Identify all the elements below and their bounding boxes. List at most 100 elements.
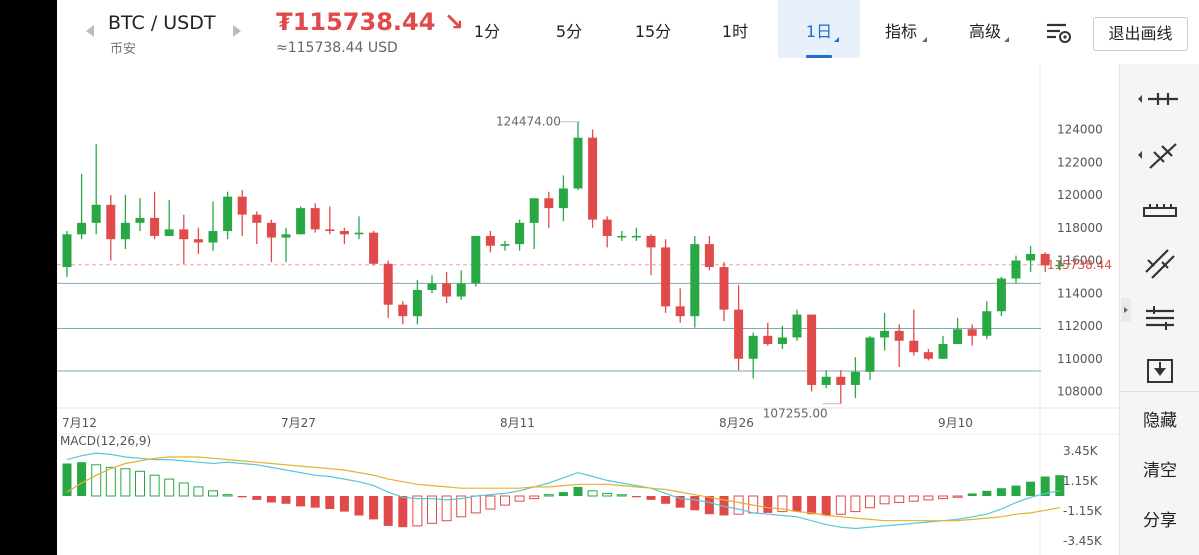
macd-histogram-bar: [865, 495, 875, 509]
candle-body: [266, 222, 276, 238]
next-pair-icon[interactable]: [233, 25, 241, 37]
candle-body: [310, 208, 320, 230]
macd-histogram-bar: [252, 496, 262, 500]
macd-histogram-bar: [661, 496, 671, 504]
candle-body: [427, 283, 437, 290]
price-axis-label: 114000: [1057, 286, 1103, 300]
macd-histogram-bar: [105, 466, 116, 497]
macd-histogram-bar: [178, 482, 189, 497]
drawing-toolbar: 隐藏 清空 分享: [1119, 64, 1199, 555]
candle-body: [748, 335, 758, 359]
candle-body: [515, 222, 525, 245]
prev-pair-icon[interactable]: [86, 25, 94, 37]
hide-drawings-button[interactable]: 隐藏: [1143, 411, 1177, 431]
macd-histogram-bar: [296, 496, 306, 507]
candlestick-chart[interactable]: 124000 122000 120000 118000 116000 114000 1120…: [57, 64, 1119, 555]
candle-body: [412, 289, 422, 317]
tab-1d[interactable]: 1日: [778, 0, 860, 58]
macd-histogram-bar: [339, 496, 349, 512]
candle-body: [106, 204, 116, 240]
candle-body: [850, 371, 860, 385]
divider: [1120, 391, 1199, 392]
candle-body: [354, 232, 364, 235]
tab-label: 1分: [473, 22, 501, 41]
candle-body: [865, 337, 875, 372]
macd-histogram-bar: [704, 496, 714, 515]
macd-histogram-bar: [792, 496, 802, 512]
macd-histogram-bar: [1040, 476, 1050, 496]
macd-histogram-bar: [383, 496, 393, 526]
parallel-lines-icon[interactable]: [1120, 246, 1199, 282]
macd-histogram-bar: [427, 495, 437, 524]
candle-body: [938, 344, 948, 359]
pair-title[interactable]: BTC / USDT: [108, 12, 216, 34]
price-axis-label: 110000: [1057, 352, 1103, 366]
tab-1m[interactable]: 1分: [448, 0, 526, 58]
chart-settings-icon[interactable]: [1044, 20, 1074, 46]
candle-body: [734, 309, 744, 359]
ruler-icon[interactable]: [1120, 192, 1199, 228]
candle-body: [982, 311, 992, 336]
candle-body: [237, 196, 247, 215]
high-price-label: 124474.00: [496, 115, 561, 129]
low-price-label: 107255.00: [763, 407, 828, 421]
candle-body: [369, 232, 379, 264]
candle-body: [1040, 253, 1050, 266]
tab-indicators[interactable]: 指标: [862, 0, 940, 58]
price-axis-label: 124000: [1057, 123, 1103, 137]
macd-histogram-bar: [281, 496, 291, 504]
macd-axis-label: 1.15K: [1063, 474, 1099, 488]
candle-body: [602, 219, 612, 236]
candle-body: [164, 229, 174, 236]
exchange-name: 币安: [110, 42, 137, 57]
candle-body: [661, 247, 671, 307]
macd-histogram-bar: [456, 495, 467, 518]
candle-body: [792, 314, 802, 338]
macd-histogram-bar: [938, 495, 948, 500]
macd-histogram-bar: [690, 496, 700, 511]
expand-toolbar-handle[interactable]: [1121, 298, 1131, 322]
macd-histogram-bar: [733, 495, 744, 515]
candle-body: [631, 235, 641, 238]
price-channel-icon[interactable]: [1120, 300, 1199, 336]
macd-histogram-bar: [310, 496, 320, 508]
signal-line: [66, 456, 1060, 522]
tab-label: 高级: [968, 22, 1001, 41]
candle-body: [836, 376, 846, 385]
macd-histogram-bar: [543, 494, 554, 497]
macd-histogram-bar: [996, 488, 1006, 496]
price-axis-label: 120000: [1057, 188, 1103, 202]
date-axis-label: 7月27: [281, 416, 316, 430]
macd-histogram-bar: [354, 496, 364, 516]
candle-body: [325, 229, 335, 232]
candle-body: [807, 314, 817, 385]
candle-body: [617, 235, 627, 238]
macd-histogram-bar: [222, 494, 233, 497]
tab-label: 5分: [555, 22, 583, 41]
price-usd: ≈115738.44 USD: [276, 40, 398, 56]
candle-body: [1055, 264, 1065, 267]
macd-histogram-bar: [412, 495, 423, 527]
macd-histogram-bar: [719, 496, 729, 516]
clear-drawings-button[interactable]: 清空: [1143, 461, 1177, 481]
tab-15m[interactable]: 15分: [612, 0, 694, 58]
candle-body: [953, 329, 963, 345]
macd-histogram-bar: [91, 464, 102, 497]
candle-body: [296, 208, 306, 235]
macd-histogram-bar: [646, 496, 656, 500]
tab-advanced[interactable]: 高级: [944, 0, 1026, 58]
current-price-tag: 115738.44: [1047, 258, 1112, 272]
trend-line-icon[interactable]: [1120, 138, 1199, 174]
save-template-icon[interactable]: [1120, 354, 1199, 390]
macd-histogram-bar: [967, 493, 977, 496]
share-button[interactable]: 分享: [1143, 511, 1177, 531]
candle-body: [442, 283, 452, 297]
tab-1h[interactable]: 1时: [696, 0, 774, 58]
candle-body: [91, 204, 101, 223]
candle-body: [62, 234, 72, 268]
macd-axis-label: -1.15K: [1063, 504, 1103, 518]
macd-histogram-bar: [149, 474, 160, 497]
exit-drawing-button[interactable]: 退出画线: [1093, 17, 1188, 51]
horizontal-line-icon[interactable]: [1120, 84, 1199, 120]
tab-5m[interactable]: 5分: [530, 0, 608, 58]
